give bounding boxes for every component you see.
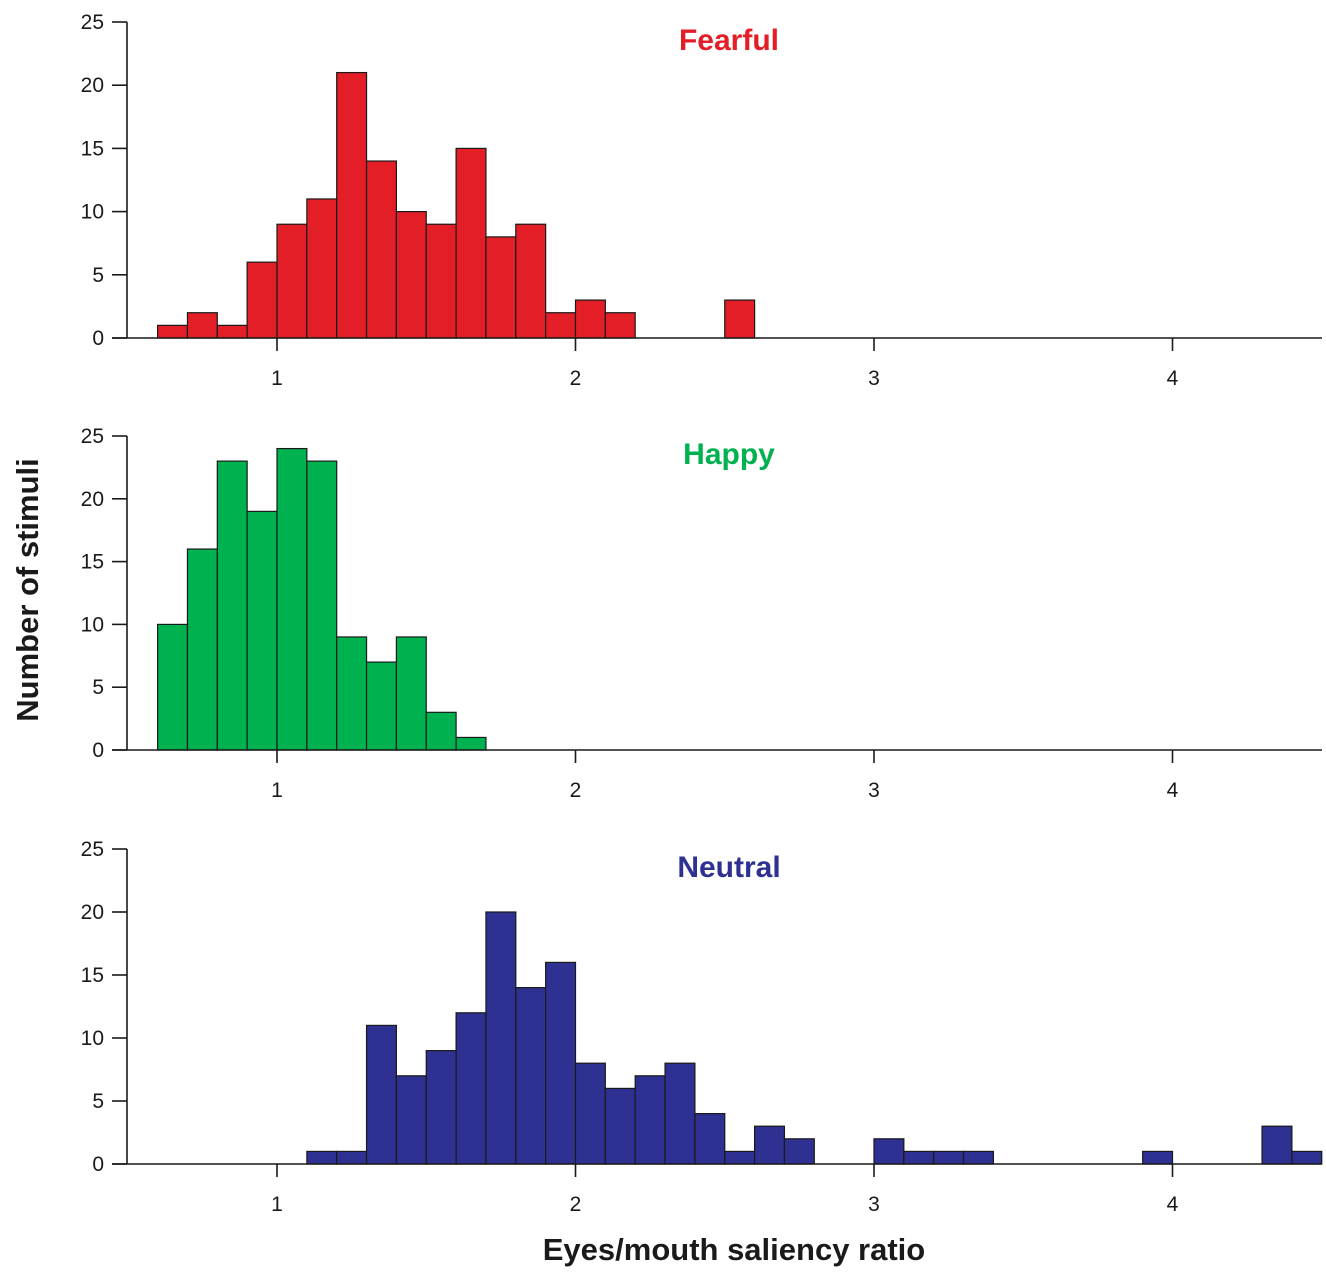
bar-neutral [515, 986, 547, 1165]
y-tick-label-happy: 5 [92, 676, 104, 699]
bar-fearful [724, 299, 756, 339]
y-tick-label-happy: 25 [81, 425, 104, 448]
bar-fearful [246, 261, 278, 339]
bar-fearful [306, 198, 338, 339]
bar-happy [216, 460, 248, 751]
bar-fearful [186, 312, 218, 339]
bar-fearful [455, 147, 487, 339]
bar-fearful [276, 223, 308, 339]
bar-neutral [365, 1024, 397, 1165]
panel-happy: 0 5 10 15 20 25 1 2 3 4 Happy [81, 425, 1322, 802]
y-tick-label-neutral: 15 [81, 964, 104, 987]
panel-fearful: 0 5 10 15 20 25 1 2 3 4 Fearful [81, 11, 1322, 390]
bar-neutral [694, 1112, 726, 1165]
x-tick-label-neutral: 2 [570, 1193, 582, 1216]
bar-neutral [783, 1138, 815, 1165]
y-tick-label-happy: 20 [81, 488, 104, 511]
y-tick-label-fearful: 0 [92, 327, 104, 350]
bar-fearful [574, 299, 606, 339]
x-tick-label-fearful: 3 [868, 367, 880, 390]
bar-fearful [485, 236, 517, 339]
x-tick-label-fearful: 2 [570, 367, 582, 390]
bar-happy [276, 447, 308, 751]
y-tick-label-neutral: 10 [81, 1027, 104, 1050]
bar-happy [365, 661, 397, 751]
bar-happy [186, 548, 218, 751]
y-axis-label: Number of stimuli [10, 458, 45, 722]
y-tick-label-happy: 15 [81, 551, 104, 574]
bar-fearful [336, 71, 368, 339]
x-axis-label: Eyes/mouth saliency ratio [543, 1232, 925, 1267]
bar-neutral [425, 1049, 457, 1165]
bar-neutral [724, 1150, 756, 1165]
bar-happy [306, 460, 338, 751]
y-tick-label-neutral: 25 [81, 838, 104, 861]
bar-fearful [425, 223, 457, 339]
x-tick-label-happy: 4 [1167, 779, 1179, 802]
x-tick-label-happy: 3 [868, 779, 880, 802]
bar-neutral [395, 1075, 427, 1165]
bar-neutral [545, 961, 577, 1165]
panel-title-fearful: Fearful [679, 24, 779, 57]
x-tick-label-fearful: 1 [271, 367, 283, 390]
panel-neutral: 0 5 10 15 20 25 1 2 3 4 Neutral [81, 838, 1323, 1216]
y-tick-label-neutral: 0 [92, 1153, 104, 1176]
bar-neutral [1261, 1125, 1293, 1165]
x-tick-label-happy: 1 [271, 779, 283, 802]
bar-fearful [515, 223, 547, 339]
x-tick-label-fearful: 4 [1167, 367, 1179, 390]
y-tick-label-neutral: 20 [81, 901, 104, 924]
bar-neutral [873, 1138, 905, 1165]
bar-happy [157, 623, 189, 751]
bar-neutral [336, 1150, 368, 1165]
x-tick-label-neutral: 3 [868, 1193, 880, 1216]
y-tick-label-fearful: 20 [81, 74, 104, 97]
bar-neutral [664, 1062, 696, 1165]
bar-neutral [903, 1150, 935, 1165]
y-tick-label-fearful: 5 [92, 264, 104, 287]
bar-neutral [306, 1150, 338, 1165]
bar-neutral [604, 1087, 636, 1165]
bar-fearful [604, 312, 636, 339]
bar-happy [425, 711, 457, 751]
y-tick-label-fearful: 10 [81, 201, 104, 224]
x-tick-label-happy: 2 [570, 779, 582, 802]
panel-title-happy: Happy [683, 438, 775, 471]
y-tick-label-happy: 10 [81, 613, 104, 636]
bar-neutral [634, 1075, 666, 1165]
x-tick-label-neutral: 4 [1167, 1193, 1179, 1216]
bar-happy [246, 510, 278, 751]
bar-fearful [395, 211, 427, 339]
bar-happy [455, 736, 487, 751]
bar-happy [395, 636, 427, 751]
bar-fearful [365, 160, 397, 339]
bar-neutral [753, 1125, 786, 1165]
bar-neutral [455, 1012, 487, 1165]
y-tick-label-neutral: 5 [92, 1090, 104, 1113]
y-tick-label-happy: 0 [92, 739, 104, 762]
bar-fearful [216, 324, 248, 339]
y-tick-label-fearful: 15 [81, 137, 104, 160]
bar-neutral [933, 1150, 965, 1165]
bar-fearful [545, 312, 577, 339]
bar-neutral [574, 1062, 606, 1165]
bar-fearful [157, 324, 189, 339]
bar-neutral [1291, 1150, 1323, 1165]
panel-title-neutral: Neutral [677, 851, 780, 884]
bar-neutral [1142, 1150, 1174, 1165]
y-tick-label-fearful: 25 [81, 11, 104, 34]
x-tick-label-neutral: 1 [271, 1193, 283, 1216]
bar-happy [336, 636, 368, 751]
bar-neutral [485, 911, 517, 1165]
bar-neutral [962, 1150, 994, 1165]
